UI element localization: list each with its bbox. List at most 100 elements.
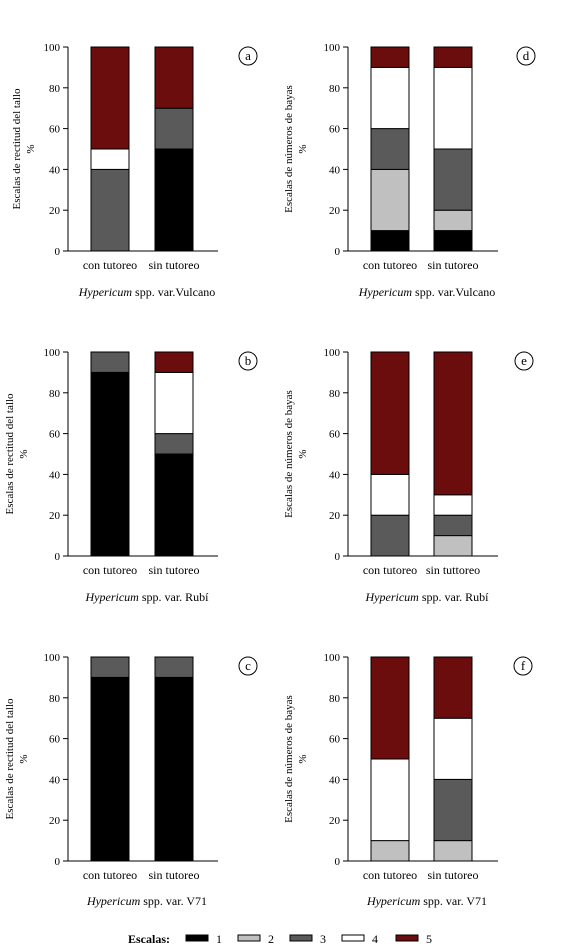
x-axis-title-variety: spp. var. Rubí	[419, 590, 489, 604]
panel-letter: b	[245, 353, 252, 368]
x-tick-label: sin tutoreo	[149, 563, 200, 577]
chart-panel-c: con tutoreo sin tutoreo 0 20 40 60 80 100 Escala…	[4, 652, 258, 908]
x-axis-title: Hypericum spp. var.Vulcano	[78, 285, 216, 299]
x-axis-title-variety: spp. var. V71	[140, 894, 207, 908]
bar-segment-f-cat0-scale2	[370, 840, 410, 862]
y-tick-label: 80	[329, 388, 341, 400]
y-tick-label: 0	[55, 856, 61, 868]
chart-panel-b: con tutoreo sin tutoreo 0 20 40 60 80 100 Escala…	[4, 347, 258, 604]
x-tick-label: con tutoreo	[83, 563, 137, 577]
y-axis-label: Escalas de rectitud del tallo	[4, 393, 16, 514]
legend-swatch-3	[289, 934, 313, 942]
y-tick-label: 60	[49, 734, 61, 746]
bar-segment-d-cat1-scale3	[433, 148, 473, 211]
bar-segment-f-cat0-scale5	[370, 656, 410, 760]
y-tick-label: 20	[49, 205, 61, 217]
x-axis-title-genus: Hypericum	[366, 894, 421, 908]
x-tick-label: sin tutoreo	[428, 868, 479, 882]
legend-swatch-5	[395, 934, 419, 942]
chart-panel-e: con tutoreo sin tuttoreo 0 20 40 60 80 100 Escal…	[283, 347, 534, 604]
y-tick-label: 60	[49, 124, 61, 136]
legend-label-4: 4	[372, 932, 378, 946]
bar-segment-b-cat1-scale4	[154, 371, 194, 435]
legend-label-5: 5	[426, 932, 432, 946]
x-axis-title-variety: spp. var. Rubí	[139, 590, 209, 604]
y-tick-label: 20	[49, 815, 61, 827]
panel-letter: d	[523, 48, 530, 63]
x-axis-title-genus: Hypericum	[85, 590, 140, 604]
bar-segment-e-cat1-scale3	[433, 514, 473, 537]
legend-label-2: 2	[268, 932, 274, 946]
y-tick-label: 100	[44, 652, 61, 664]
x-axis-title-genus: Hypericum	[78, 285, 133, 299]
bar-segment-d-cat0-scale1	[370, 230, 410, 252]
bar-segment-e-cat1-scale5	[433, 351, 473, 496]
bar-segment-e-cat0-scale4	[370, 473, 410, 516]
bar-segment-c-cat1-scale3	[154, 656, 194, 678]
y-tick-label: 60	[329, 429, 341, 441]
chart-panel-a: con tutoreo sin tutoreo 0 20 40 60 80 100 Escala…	[11, 42, 258, 299]
y-tick-label: 40	[49, 469, 61, 481]
y-axis-unit-label: %	[297, 144, 309, 153]
panel-letter: a	[245, 48, 251, 63]
x-axis-title: Hypericum spp. var.Vulcano	[358, 285, 496, 299]
bar-segment-e-cat1-scale2	[433, 535, 473, 557]
y-tick-label: 80	[49, 388, 61, 400]
x-axis-title: Hypericum spp. var. Rubí	[85, 590, 210, 604]
y-tick-label: 60	[49, 429, 61, 441]
y-tick-label: 40	[329, 469, 341, 481]
bar-segment-a-cat1-scale3	[154, 107, 194, 150]
bar-segment-c-cat0-scale1	[90, 676, 130, 862]
bar-segment-e-cat0-scale3	[370, 514, 410, 557]
y-tick-label: 40	[329, 164, 341, 176]
y-axis-unit-label: %	[297, 754, 309, 763]
panel-letter-circle	[513, 656, 533, 676]
y-tick-label: 20	[329, 815, 341, 827]
bar-segment-d-cat0-scale2	[370, 168, 410, 232]
panel-letter-circle	[238, 46, 258, 66]
y-tick-label: 20	[329, 510, 341, 522]
y-axis-unit-label: %	[18, 754, 30, 763]
x-axis-title: Hypericum spp. var. V71	[366, 894, 487, 908]
bar-segment-b-cat0-scale1	[90, 371, 130, 557]
x-tick-label: con tutoreo	[363, 258, 417, 272]
bar-segment-f-cat1-scale4	[433, 717, 473, 780]
x-tick-label: sin tutoreo	[149, 258, 200, 272]
bar-segment-f-cat1-scale5	[433, 656, 473, 719]
y-tick-label: 40	[329, 774, 341, 786]
bar-segment-a-cat1-scale1	[154, 148, 194, 252]
x-axis-title: Hypericum spp. var. Rubí	[365, 590, 490, 604]
y-tick-label: 100	[44, 42, 61, 54]
x-tick-label: con tutoreo	[363, 563, 417, 577]
bar-segment-d-cat0-scale5	[370, 46, 410, 68]
y-tick-label: 20	[329, 205, 341, 217]
bar-segment-b-cat0-scale3	[90, 351, 130, 373]
bar-segment-e-cat1-scale4	[433, 494, 473, 516]
y-tick-label: 0	[335, 856, 341, 868]
bar-segment-f-cat1-scale2	[433, 840, 473, 862]
bar-segment-d-cat1-scale4	[433, 66, 473, 150]
bar-segment-f-cat1-scale3	[433, 778, 473, 842]
y-axis-unit-label: %	[25, 144, 37, 153]
x-tick-label: sin tutoreo	[149, 868, 200, 882]
y-tick-label: 0	[335, 246, 341, 258]
x-axis-title-genus: Hypericum	[86, 894, 141, 908]
x-tick-label: con tutoreo	[83, 868, 137, 882]
panel-letter-circle	[238, 656, 258, 676]
chart-panel-d: con tutoreo sin tutoreo 0 20 40 60 80 100 Escala…	[283, 42, 536, 299]
y-axis-label: Escalas de números de bayas	[283, 85, 295, 213]
legend-label-3: 3	[320, 932, 326, 946]
y-axis-unit-label: %	[297, 449, 309, 458]
bar-segment-c-cat1-scale1	[154, 676, 194, 862]
y-tick-label: 40	[49, 164, 61, 176]
legend-swatch-4	[341, 934, 365, 942]
bar-segment-a-cat1-scale5	[154, 46, 194, 109]
panel-letter-circle	[514, 351, 534, 371]
y-tick-label: 0	[55, 246, 61, 258]
bar-segment-c-cat0-scale3	[90, 656, 130, 678]
panel-letter: c	[245, 658, 251, 673]
y-tick-label: 80	[329, 83, 341, 95]
x-tick-label: sin tuttoreo	[426, 563, 480, 577]
y-tick-label: 0	[335, 551, 341, 563]
